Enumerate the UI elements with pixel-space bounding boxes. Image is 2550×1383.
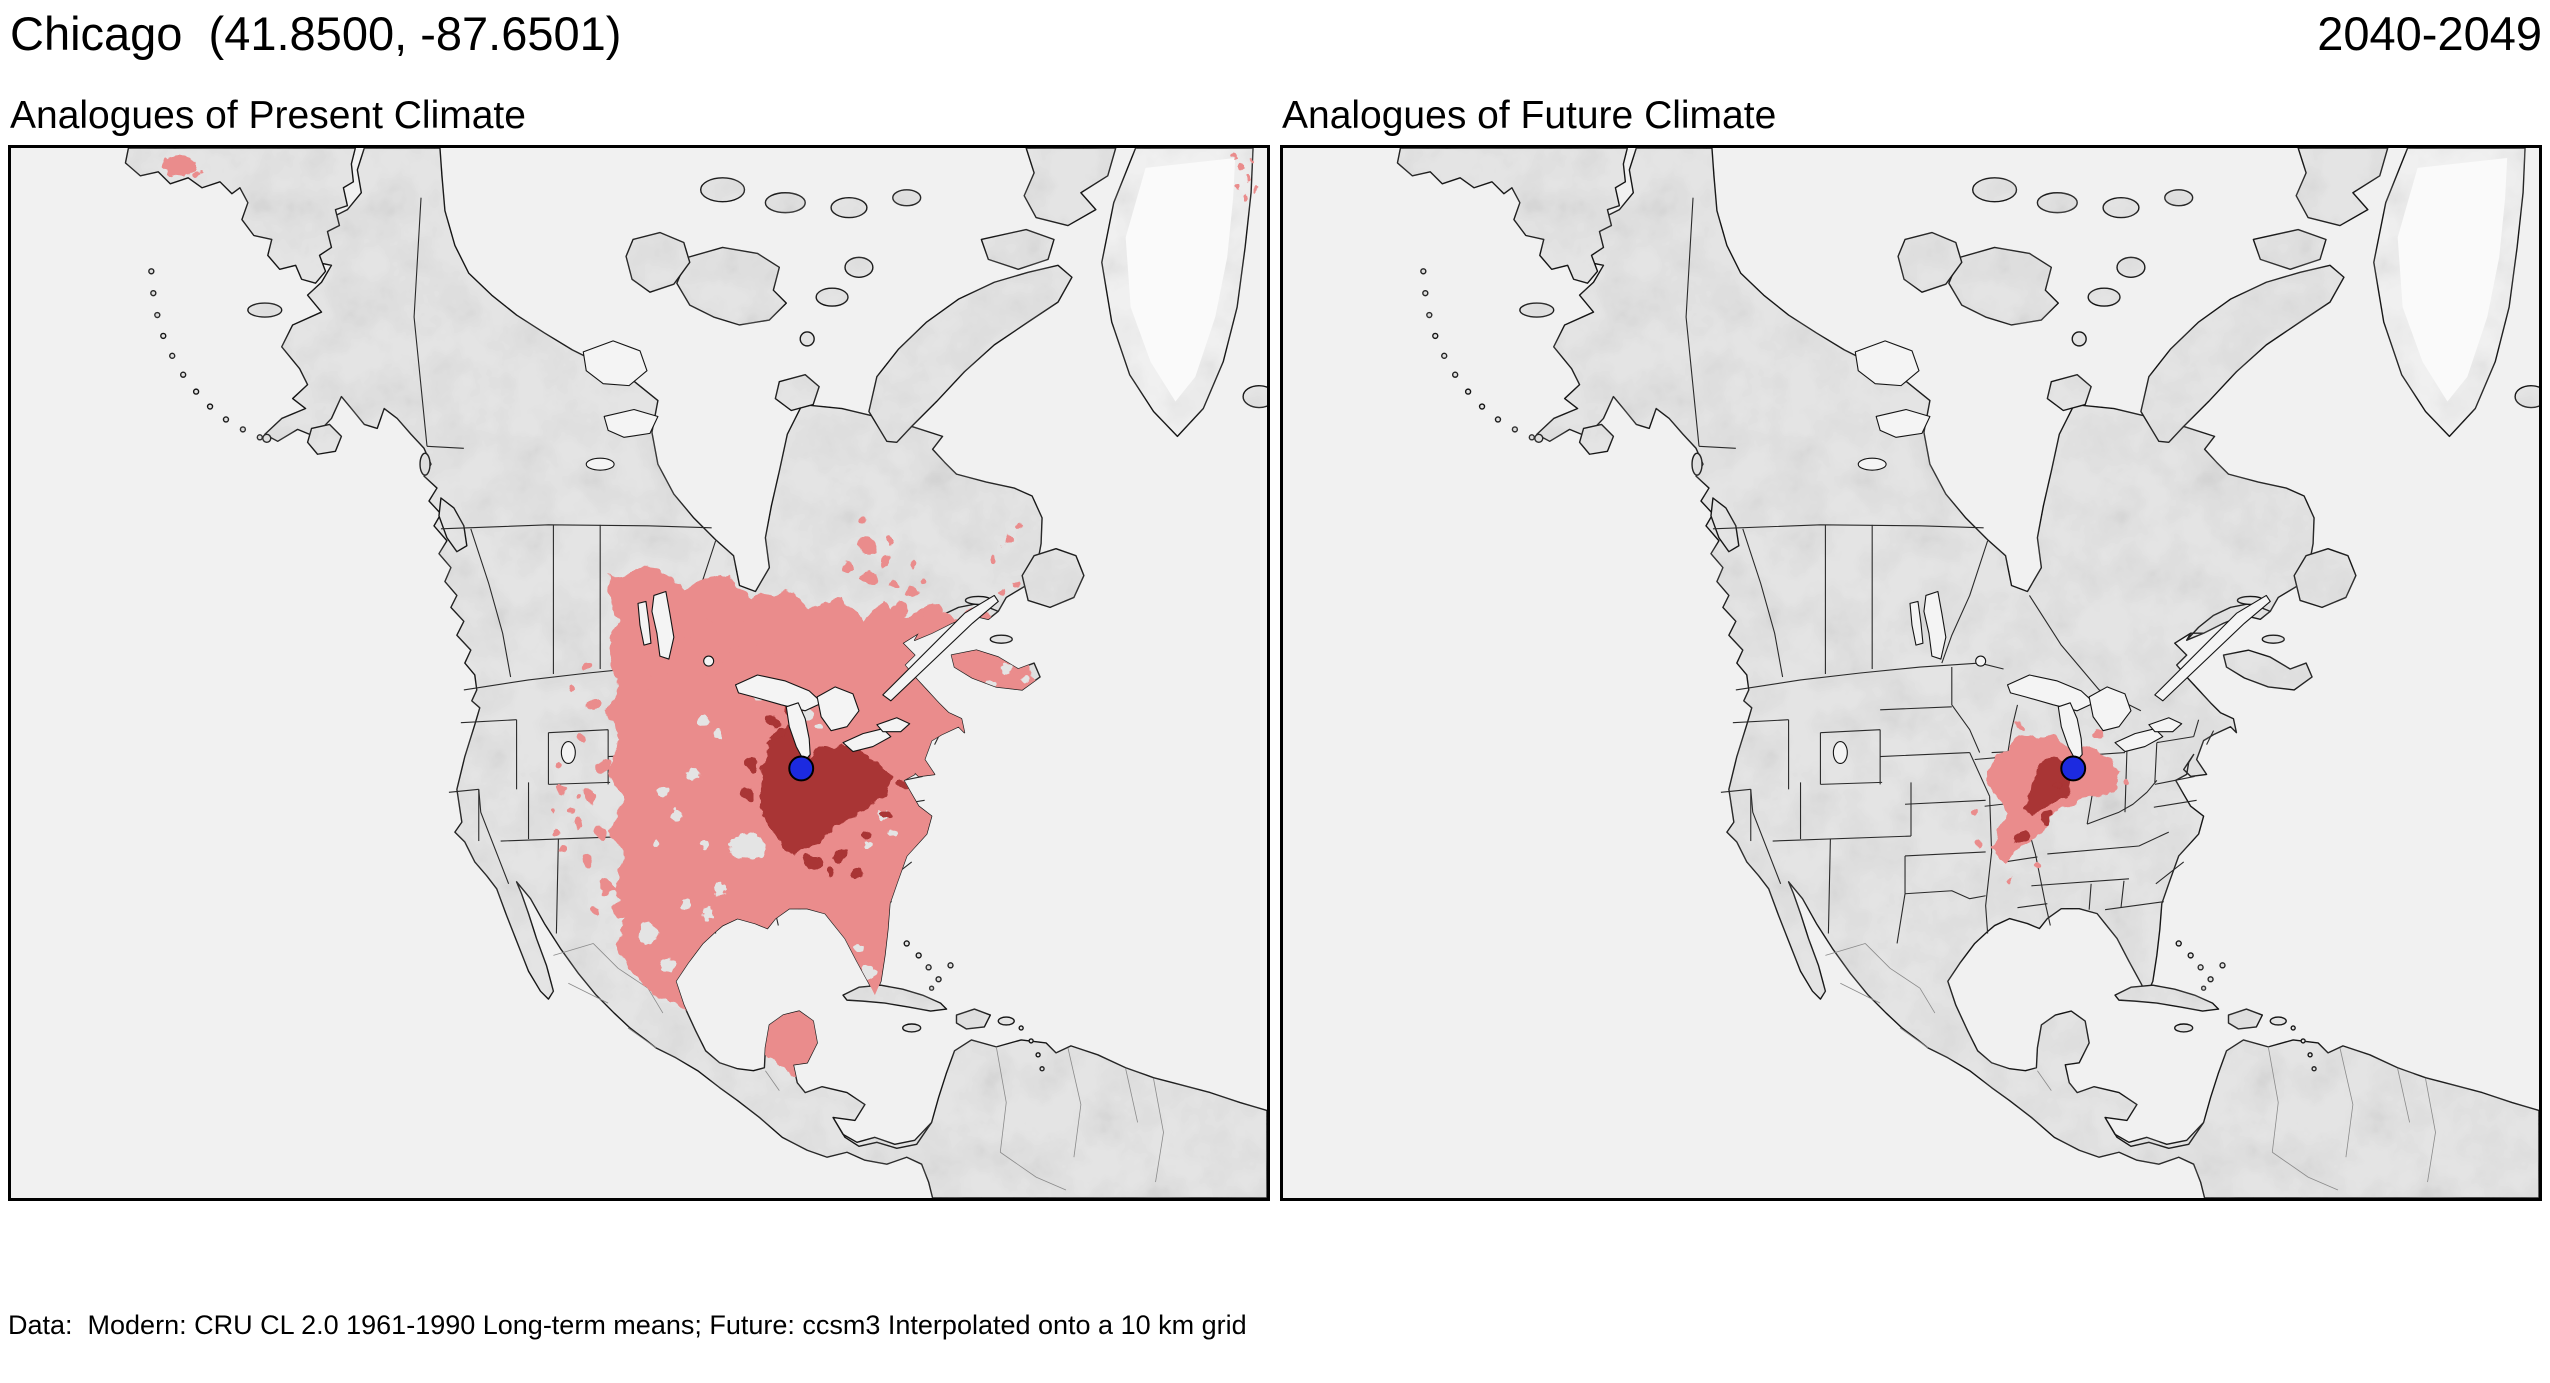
target-city-marker [2060,755,2087,782]
map-present-climate [8,145,1270,1201]
caption-data-source: Data: Modern: CRU CL 2.0 1961-1990 Long-… [8,1310,1247,1340]
map-present-svg [11,148,1267,1198]
target-city-marker [788,755,815,782]
map-future-climate [1280,145,2542,1201]
panel-title-future: Analogues of Future Climate [1282,94,1777,137]
caption-block: Data: Modern: CRU CL 2.0 1961-1990 Long-… [8,1225,1953,1383]
period-label: 2040-2049 [2317,7,2542,60]
panel-title-present: Analogues of Present Climate [10,94,526,137]
map-future-svg [1283,148,2539,1198]
page-title: Chicago (41.8500, -87.6501) [10,7,622,60]
